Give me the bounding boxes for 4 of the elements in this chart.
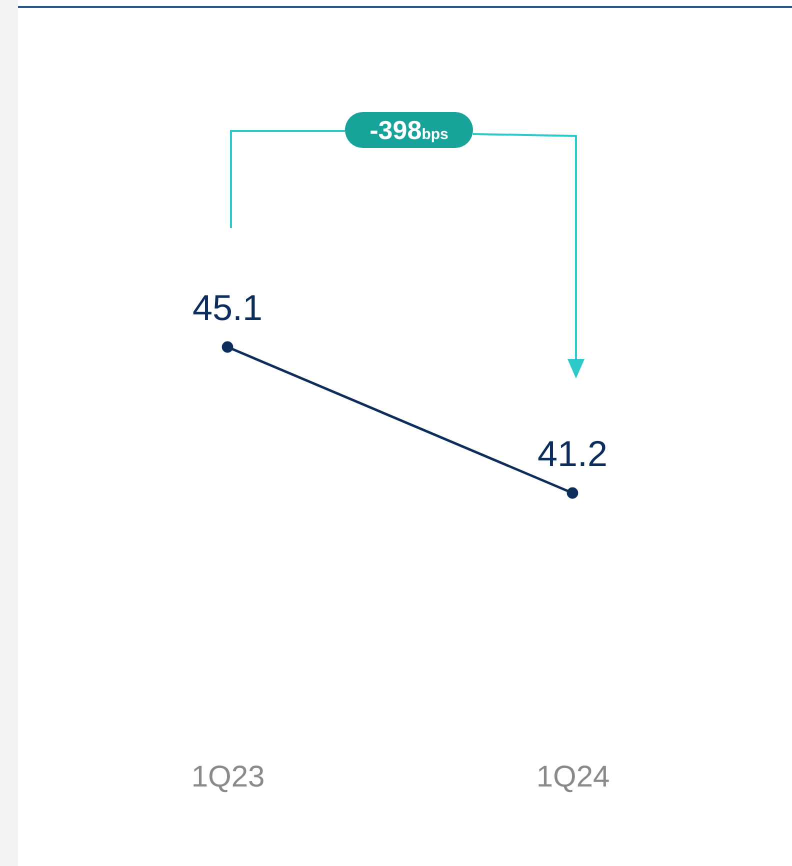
x-tick-label: 1Q24 xyxy=(536,760,610,794)
data-label: 45.1 xyxy=(192,287,263,328)
x-tick-label: 1Q23 xyxy=(191,760,265,794)
data-label: 41.2 xyxy=(537,433,608,474)
